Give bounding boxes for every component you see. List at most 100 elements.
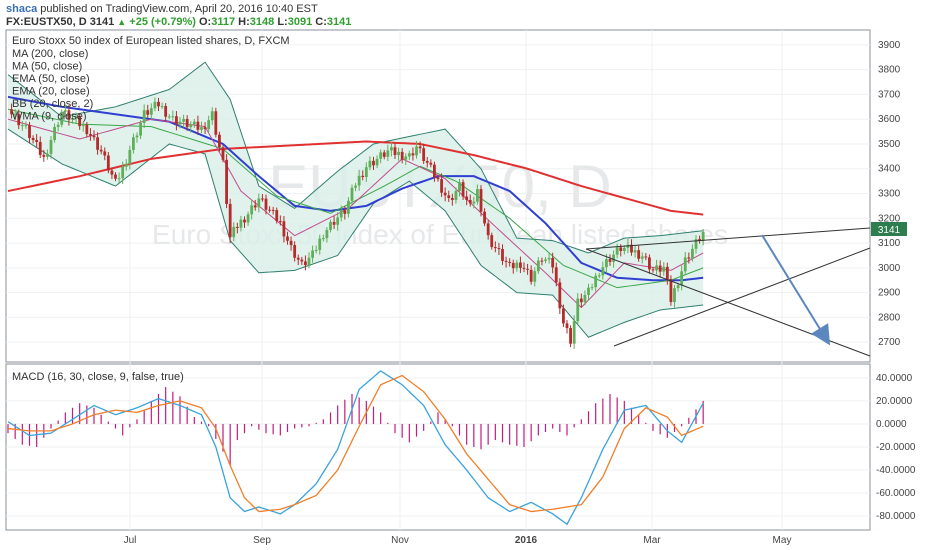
candle-body [407, 153, 411, 157]
candle-body [658, 265, 662, 272]
chart-title: Euro Stoxx 50 index of European listed s… [12, 35, 290, 47]
candle-body [56, 124, 60, 127]
candle-body [633, 250, 637, 253]
candle-body [153, 101, 157, 109]
author-name[interactable]: shaca [6, 3, 38, 15]
candle-body [286, 236, 289, 241]
time-tick-label: Nov [391, 535, 409, 546]
candle-body [536, 260, 540, 272]
price-tick-label: 3700 [878, 89, 901, 100]
candle-body [504, 260, 508, 262]
candle-body [382, 152, 386, 157]
candle-body [354, 185, 357, 188]
macd-grid [6, 377, 870, 517]
candle-body [214, 111, 218, 135]
candle-body [683, 257, 687, 272]
candle-body [640, 256, 644, 259]
candle-body [149, 108, 153, 115]
candle-body [196, 121, 200, 130]
candle-body [250, 205, 254, 215]
candle-body [493, 247, 497, 249]
price-tick-label: 2900 [878, 288, 901, 299]
indicator-legend[interactable]: MA (200, close)MA (50, close)EMA (50, cl… [12, 48, 93, 123]
candle-body [336, 217, 340, 225]
trendline-upper[interactable] [585, 227, 871, 250]
candle-body [185, 118, 189, 128]
candle-body [117, 178, 121, 180]
quote-line: FX:EUSTX50, D 3141 ▲ +25 (+0.79%) O:3117… [6, 16, 351, 28]
candle-body [562, 308, 565, 324]
legend-item-4[interactable]: EMA (20, close) [12, 86, 90, 98]
candle-body [325, 230, 329, 239]
candle-body [96, 137, 99, 150]
macd-title: MACD (16, 30, close, 9, false, true) [12, 371, 184, 383]
candle-body [71, 118, 74, 120]
candle-body [676, 285, 680, 289]
legend-item-3[interactable]: EMA (50, close) [12, 73, 90, 85]
candle-body [339, 210, 343, 218]
trendline-drawings[interactable] [585, 227, 871, 357]
candle-body [411, 153, 415, 156]
candle-body [587, 287, 590, 295]
legend-item-2[interactable]: MA (50, close) [12, 61, 82, 73]
candle-body [680, 271, 684, 286]
ma50-line [7, 95, 704, 282]
candle-body [85, 124, 89, 135]
time-tick-label: May [773, 535, 792, 546]
candle-body [508, 261, 512, 263]
price-tick-label: 3600 [878, 114, 901, 125]
price-tick-label: 3200 [878, 213, 901, 224]
candle-body [128, 149, 132, 164]
legend-item-5[interactable]: BB (20, close, 2) [12, 98, 93, 110]
candle-body [372, 160, 375, 166]
candle-body [579, 298, 583, 303]
macd-tick-label: 20.0000 [876, 396, 913, 407]
candle-body [458, 182, 461, 192]
price-tick-label: 2700 [878, 337, 901, 348]
macd-tick-label: 0.0000 [876, 419, 907, 430]
candle-body [178, 121, 182, 125]
time-axis: Jul Sep Nov 2016 Mar May [124, 535, 792, 546]
close-label: C: [315, 16, 327, 28]
ma200-line [7, 140, 704, 216]
trendline-lower[interactable] [613, 247, 871, 347]
candle-body [318, 238, 322, 251]
candle-body [289, 240, 293, 246]
candle-body [357, 175, 361, 186]
candle-body [576, 298, 580, 322]
candle-body [278, 221, 282, 223]
candle-body [415, 146, 418, 156]
candle-body [332, 221, 336, 225]
price-tick-label: 3100 [878, 238, 901, 249]
candle-body [271, 209, 275, 211]
candle-body [300, 259, 304, 262]
candle-body [479, 189, 483, 212]
candle-body [665, 266, 669, 279]
candle-body [35, 140, 39, 142]
legend-item-6[interactable]: WMA (9, close) [12, 111, 87, 123]
candle-body [139, 122, 142, 136]
candle-body [239, 219, 243, 228]
price-tick-label: 3400 [878, 164, 901, 175]
candle-body [307, 257, 311, 266]
candle-body [572, 321, 576, 344]
macd-series-layer [7, 370, 704, 526]
high-value: 3148 [249, 16, 275, 28]
legend-item-1[interactable]: MA (200, close) [12, 48, 88, 60]
macd-line [7, 370, 704, 526]
bollinger-lower-line [7, 128, 704, 338]
publish-header: shaca published on TradingView.com, Apri… [6, 2, 318, 16]
price-tick-label: 3300 [878, 189, 901, 200]
price-panel-frame [5, 29, 871, 363]
candle-body [218, 134, 221, 148]
candle-body [157, 101, 160, 107]
candle-body [146, 110, 150, 115]
candle-body [314, 250, 318, 252]
candle-body [28, 125, 31, 139]
candle-body [114, 174, 117, 179]
price-tick-label: 3900 [878, 40, 901, 51]
candle-body [694, 239, 698, 249]
projection-arrow[interactable] [761, 234, 831, 346]
ema50-line [7, 108, 704, 289]
